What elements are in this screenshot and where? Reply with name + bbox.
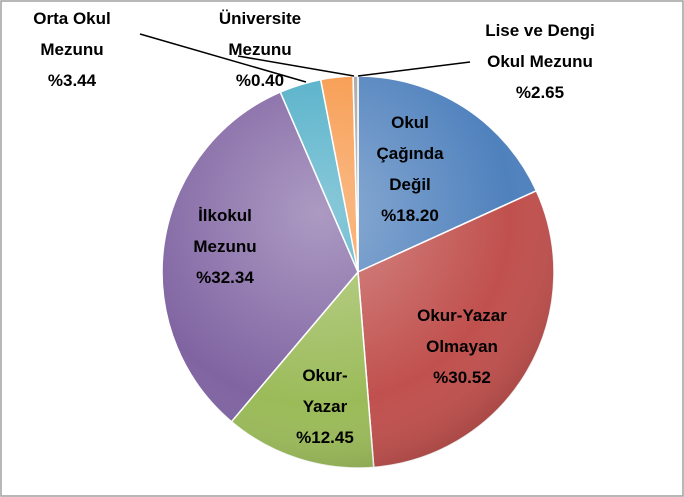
value-label: %2.65	[515, 83, 565, 102]
category-label: İlkokul Mezunu	[193, 206, 257, 256]
slice-label: Okur-Yazar Olmayan %30.52	[392, 300, 532, 393]
leader-line	[357, 61, 471, 77]
value-label: %30.52	[433, 368, 491, 387]
category-label: Orta Okul Mezunu	[33, 9, 111, 59]
value-label: %32.34	[196, 268, 254, 287]
leader-line	[237, 55, 355, 77]
slice-label: İlkokul Mezunu %32.34	[175, 200, 275, 293]
value-label: %0.40	[235, 71, 285, 90]
category-label: Lise ve Dengi Okul Mezunu	[485, 21, 595, 71]
slice-label: Lise ve Dengi Okul Mezunu %2.65	[483, 15, 598, 108]
value-label: %3.44	[47, 71, 97, 90]
value-label: %12.45	[296, 428, 354, 447]
category-label: Üniversite Mezunu	[218, 9, 302, 59]
category-label: Okur-Yazar Olmayan	[417, 306, 507, 356]
category-label: Okur-Yazar	[302, 366, 348, 416]
slice-label: Orta Okul Mezunu %3.44	[22, 3, 122, 96]
slice-label: Okur-Yazar %12.45	[294, 360, 356, 453]
slice-label: Okul Çağında Değil %18.20	[365, 107, 455, 231]
slice-label: Üniversite Mezunu %0.40	[205, 3, 315, 96]
leader-line	[139, 33, 307, 83]
category-label: Okul Çağında Değil	[376, 113, 444, 194]
value-label: %18.20	[381, 206, 439, 225]
